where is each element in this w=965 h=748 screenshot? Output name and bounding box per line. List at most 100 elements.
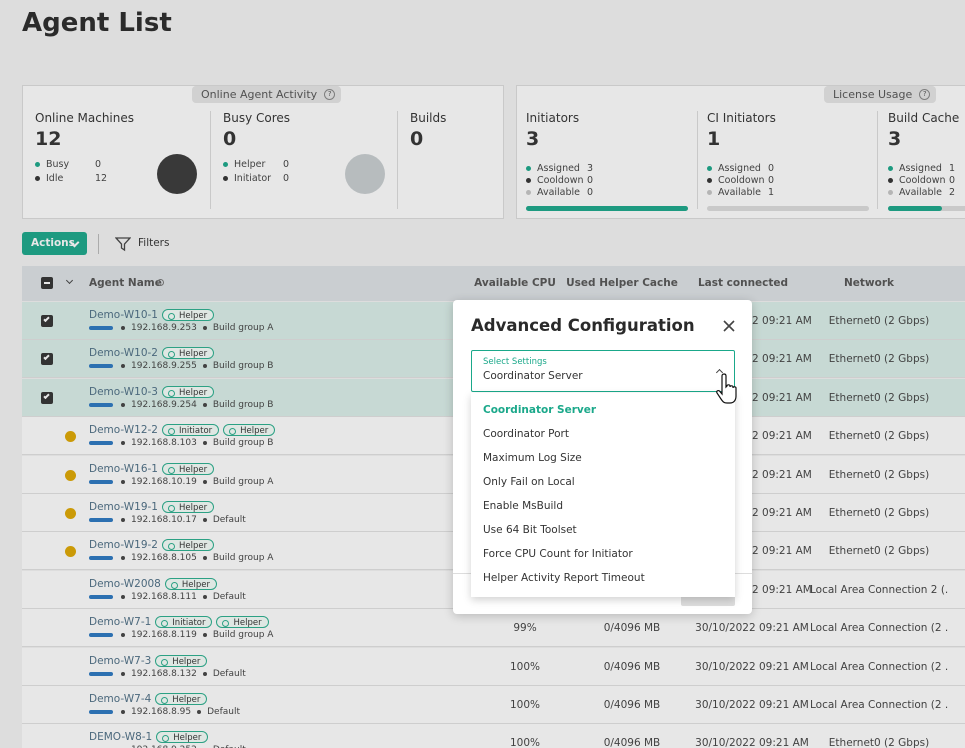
warning-icon (65, 469, 76, 481)
legend-label: Available (888, 187, 942, 198)
build-group: Build group B (212, 361, 274, 372)
network: Ethernet0 (2 Gbps) (828, 430, 930, 443)
available-cpu: 100% (509, 737, 541, 748)
network: Ethernet0 (2 Gbps) (828, 315, 930, 327)
ip-address: 192.168.9.255 (131, 361, 197, 372)
agent-name[interactable]: Demo-W12-2 (89, 424, 158, 437)
select-all-checkbox[interactable] (41, 277, 53, 289)
column-header[interactable]: Last connected (697, 277, 789, 289)
status-bar (89, 710, 113, 714)
column-header[interactable]: Network (843, 277, 894, 289)
filters-button[interactable]: Filters (138, 237, 170, 249)
card-value: 0 (410, 128, 424, 150)
agent-name[interactable]: Demo-W19-2 (89, 539, 158, 552)
legend-text: Assigned (537, 163, 580, 174)
row-checkbox[interactable] (41, 391, 53, 404)
legend-value: 0 (95, 159, 102, 170)
actions-button[interactable]: Actions (22, 232, 87, 255)
bullet (121, 402, 125, 407)
bullet (121, 556, 125, 561)
column-header[interactable]: Agent Name (89, 277, 162, 289)
dropdown-option[interactable]: Use 64 Bit Toolset (483, 524, 577, 536)
agent-name[interactable]: Demo-W7-1 (89, 616, 152, 629)
bullet (121, 710, 125, 714)
status-bar (89, 518, 113, 522)
sort-icon (157, 279, 164, 286)
settings-select[interactable]: Select Settings Coordinator Server (471, 350, 735, 392)
agent-info-line: 192.168.10.17 Default (89, 515, 246, 525)
status-bar (89, 364, 113, 369)
agent-name[interactable]: Demo-W19-1 (89, 501, 158, 513)
status-bar (89, 326, 113, 330)
legend-value: 0 (949, 175, 956, 186)
build-group: Build group B (212, 399, 274, 410)
dropdown-option[interactable]: Maximum Log Size (483, 452, 582, 464)
progress-bar (526, 206, 688, 211)
warning-icon (65, 431, 76, 443)
warning-icon (65, 546, 76, 558)
helper-cache: 0/4096 MB (603, 622, 661, 635)
agent-name[interactable]: Demo-W2008 (89, 577, 161, 590)
agent-name-line: Demo-W19-2 Helper (89, 539, 215, 552)
divider (697, 111, 698, 209)
table-row (22, 609, 965, 648)
agent-info-line: 192.168.9.253 Build group A (89, 323, 273, 333)
legend-value: 0 (768, 175, 775, 186)
filter-icon[interactable] (115, 236, 131, 252)
agent-tag: Helper (161, 309, 215, 321)
ip-address: 192.168.8.119 (131, 630, 197, 641)
dropdown-option[interactable]: Coordinator Port (483, 428, 569, 440)
legend-text: Cooldown (718, 175, 765, 186)
cursor (716, 373, 737, 404)
network: Ethernet0 (2 Gbps) (828, 737, 930, 748)
last-connected: 2 09:21 AM (752, 430, 812, 443)
dropdown-option[interactable]: Coordinator Server (483, 404, 597, 416)
agent-tag: Helper (216, 616, 269, 629)
agent-name[interactable]: Demo-W10-2 (89, 347, 158, 360)
legend-value: 1 (768, 187, 775, 198)
agent-name[interactable]: Demo-W10-3 (89, 385, 158, 398)
agent-name[interactable]: Demo-W16-1 (89, 462, 158, 475)
bullet (121, 441, 125, 446)
agent-name[interactable]: Demo-W7-3 (89, 654, 152, 667)
page-title: Agent List (22, 8, 172, 38)
column-header[interactable]: Used Helper Cache (566, 277, 678, 289)
card-title: Online Machines (35, 111, 135, 125)
legend-label: Assigned (888, 163, 942, 174)
ip-address: 192.168.10.19 (131, 476, 197, 487)
bullet (202, 402, 207, 407)
last-connected: 2 09:21 AM (752, 545, 812, 558)
row-checkbox[interactable] (41, 353, 53, 366)
license-panel (516, 85, 965, 219)
legend-text: Cooldown (899, 175, 946, 186)
agent-name[interactable]: DEMO-W8-1 (89, 731, 153, 744)
card-value: 3 (526, 128, 540, 150)
last-connected: 2 09:21 AM (752, 391, 812, 404)
card-title: Initiators (526, 111, 580, 125)
agent-name[interactable]: Demo-W10-1 (89, 309, 158, 321)
column-header[interactable]: Available CPU (474, 277, 556, 289)
bullet (121, 671, 125, 676)
agent-tag: Helper (164, 577, 217, 590)
legend-text: Assigned (899, 163, 942, 174)
close-button[interactable] (723, 320, 735, 332)
status-bar (89, 594, 113, 599)
legend-text: Available (537, 187, 581, 198)
dropdown-option[interactable]: Only Fail on Local (483, 476, 575, 488)
dropdown-option[interactable]: Force CPU Count for Initiator (483, 548, 633, 560)
modal-title: Advanced Configuration (471, 316, 695, 335)
network: Local Area Connection (2 ... (810, 660, 948, 673)
row-checkbox[interactable] (41, 315, 53, 327)
legend-text: Available (718, 187, 762, 198)
agent-name-line: Demo-W2008 Helper (89, 577, 217, 590)
select-value: Coordinator Server (483, 370, 583, 382)
table-row (22, 724, 965, 748)
agent-name[interactable]: Demo-W7-4 (89, 693, 152, 705)
ip-address: 192.168.8.95 (131, 707, 192, 717)
dropdown-option[interactable]: Helper Activity Report Timeout (483, 572, 645, 584)
button-label: Actions (31, 237, 75, 249)
agent-info-line: 192.168.8.95 Default (89, 707, 240, 717)
card-title: CI Initiators (707, 111, 776, 125)
dropdown-option[interactable]: Enable MsBuild (483, 500, 563, 512)
